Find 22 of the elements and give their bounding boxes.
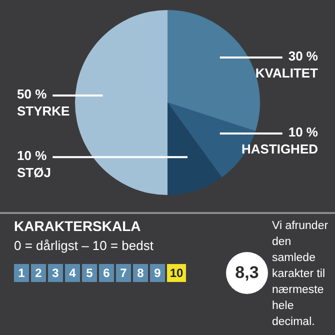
data-label: 50 % bbox=[17, 86, 48, 102]
text: 7 bbox=[116, 264, 131, 282]
text: 9 bbox=[150, 264, 165, 282]
data-label: 10 % bbox=[288, 124, 318, 140]
text: 6 bbox=[99, 264, 114, 282]
data-label: 30 % bbox=[288, 48, 318, 64]
slice-label: HASTIGHED bbox=[241, 142, 318, 157]
text: 4 bbox=[65, 264, 80, 282]
text: 10 bbox=[167, 264, 186, 282]
data-label: 10 % bbox=[17, 148, 48, 164]
text: 1 bbox=[14, 264, 29, 282]
text: 0 = dårligst – 10 = bedst bbox=[14, 238, 154, 253]
text: 5 bbox=[82, 264, 97, 282]
text: KARAKTERSKALA bbox=[14, 218, 141, 234]
slice-label: STØJ bbox=[17, 165, 51, 180]
slice-label: KVALITET bbox=[255, 66, 318, 81]
text: 2 bbox=[31, 264, 46, 282]
text: 3 bbox=[48, 264, 63, 282]
text: Vi afrunder den samlede karakter til nærmeste hele decimal. bbox=[272, 219, 330, 330]
text: 8,3 bbox=[226, 252, 268, 294]
text: 8 bbox=[133, 264, 148, 282]
slice-label: STYRKE bbox=[17, 104, 70, 119]
